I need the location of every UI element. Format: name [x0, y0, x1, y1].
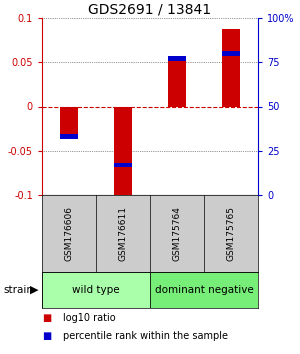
- Bar: [60, 135, 79, 139]
- Text: strain: strain: [3, 285, 33, 295]
- Bar: [168, 57, 187, 61]
- Bar: [60, 107, 79, 137]
- Bar: [222, 51, 241, 56]
- Text: ■: ■: [42, 331, 51, 341]
- Bar: [114, 107, 133, 195]
- Text: percentile rank within the sample: percentile rank within the sample: [63, 331, 228, 341]
- Text: GSM175764: GSM175764: [172, 206, 182, 261]
- Text: log10 ratio: log10 ratio: [63, 313, 116, 323]
- Text: dominant negative: dominant negative: [154, 285, 254, 295]
- Text: ■: ■: [42, 313, 51, 323]
- Text: GSM176606: GSM176606: [64, 206, 74, 261]
- Bar: [114, 163, 133, 167]
- Bar: [150, 272, 258, 308]
- Title: GDS2691 / 13841: GDS2691 / 13841: [88, 3, 212, 17]
- Text: wild type: wild type: [72, 285, 120, 295]
- Bar: [168, 61, 187, 107]
- Text: ▶: ▶: [30, 285, 38, 295]
- Text: GSM175765: GSM175765: [226, 206, 236, 261]
- Bar: [222, 29, 241, 107]
- Bar: [42, 272, 150, 308]
- Text: GSM176611: GSM176611: [118, 206, 127, 261]
